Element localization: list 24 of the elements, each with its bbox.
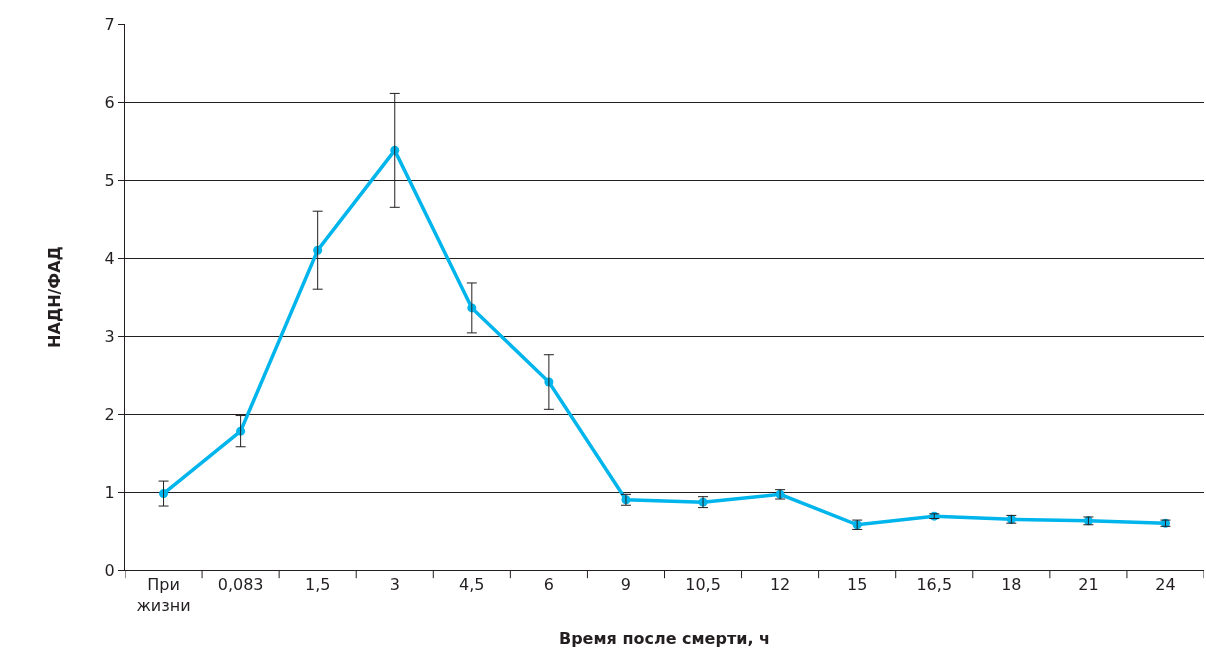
y-tick-label: 2 (104, 404, 115, 424)
x-tick-label: 16,5 (916, 575, 953, 595)
y-tick-label: 3 (104, 326, 115, 346)
y-tick-label: 4 (104, 248, 115, 268)
y-tick-label: 7 (104, 14, 115, 34)
x-tick-label: 4,5 (459, 575, 485, 595)
y-tick-label: 0 (104, 560, 115, 580)
x-tick-label: 0,083 (217, 575, 264, 595)
y-axis-title: НАДН/ФАД (44, 246, 64, 348)
y-tick-label: 6 (104, 92, 115, 112)
x-tick-label: 21 (1078, 575, 1099, 595)
x-tick-label: 10,5 (685, 575, 721, 595)
y-tick-label: 1 (104, 482, 115, 502)
x-axis-title: Время после смерти, ч (558, 628, 771, 648)
x-tick-label: При жизни (136, 575, 191, 615)
x-tick-label: 1,5 (304, 575, 331, 595)
x-tick-label: 24 (1155, 575, 1176, 595)
x-tick-label: 6 (543, 575, 554, 595)
x-tick-label: 3 (389, 575, 400, 595)
y-tick-label: 5 (104, 170, 115, 190)
x-tick-label: 12 (769, 575, 791, 595)
x-tick-label: 18 (1001, 575, 1022, 595)
x-tick-label: 9 (620, 575, 632, 595)
x-tick-label: 15 (847, 575, 868, 595)
